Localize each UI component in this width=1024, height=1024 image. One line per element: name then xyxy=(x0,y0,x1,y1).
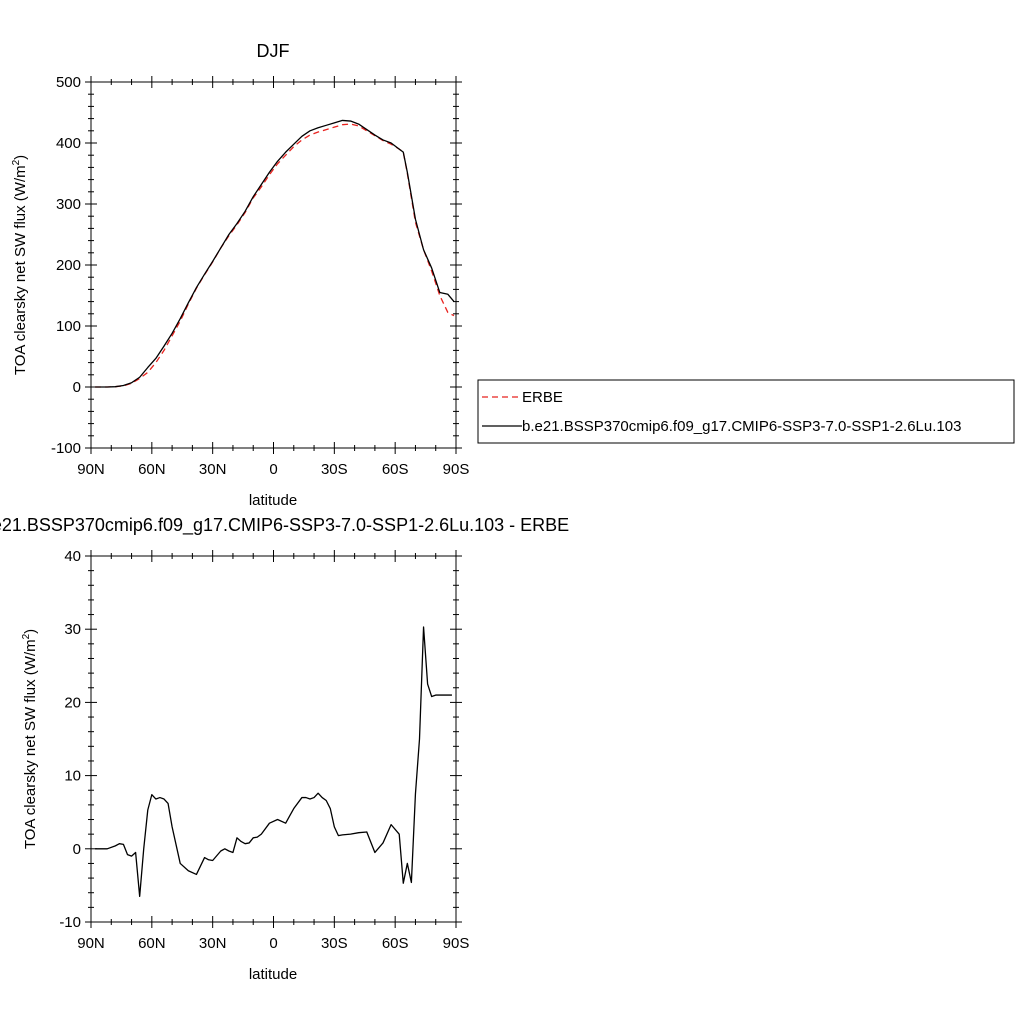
bottom-y-axis-label-sup: 2 xyxy=(21,633,32,639)
top-x-tick-label: 90N xyxy=(77,461,105,478)
bottom-y-tick-label: -10 xyxy=(59,914,81,931)
top-chart-title: DJF xyxy=(257,41,290,61)
legend-box xyxy=(477,379,1015,444)
top-ticks xyxy=(85,76,462,454)
top-x-axis-label: latitude xyxy=(249,492,297,509)
bottom-y-axis-label-close: ) xyxy=(22,629,39,634)
bottom-y-tick-label: 0 xyxy=(73,841,81,858)
top-x-tick-label: 0 xyxy=(269,461,277,478)
top-y-axis-label-main: TOA clearsky net SW flux (W/m xyxy=(12,165,29,375)
top-x-tick-label: 30S xyxy=(321,461,348,478)
top-y-tick-label: 200 xyxy=(56,257,81,274)
top-y-tick-labels: -100 0 100 200 300 400 500 xyxy=(51,74,81,457)
bottom-x-tick-label: 90N xyxy=(77,935,105,952)
top-plot-frame xyxy=(90,81,457,449)
bottom-series-line-0 xyxy=(95,626,452,898)
bottom-x-tick-label: 60N xyxy=(138,935,166,952)
top-x-tick-labels: 90N 60N 30N 0 30S 60S 90S xyxy=(77,461,469,478)
bottom-y-tick-label: 10 xyxy=(64,768,81,785)
bottom-x-tick-labels: 90N 60N 30N 0 30S 60S 90S xyxy=(77,935,469,952)
bottom-x-tick-label: 90S xyxy=(443,935,470,952)
top-series-line-0 xyxy=(95,123,455,388)
bottom-x-axis-label: latitude xyxy=(249,966,297,983)
bottom-y-axis-label-main: TOA clearsky net SW flux (W/m xyxy=(22,639,39,849)
bottom-x-tick-label: 0 xyxy=(269,935,277,952)
top-y-tick-label: -100 xyxy=(51,440,81,457)
top-x-tick-label: 30N xyxy=(199,461,227,478)
top-y-tick-label: 400 xyxy=(56,135,81,152)
top-x-tick-label: 60N xyxy=(138,461,166,478)
top-y-tick-label: 0 xyxy=(73,379,81,396)
legend-label-model: b.e21.BSSP370cmip6.f09_g17.CMIP6-SSP3-7.… xyxy=(522,418,961,435)
legend: ERBE b.e21.BSSP370cmip6.f09_g17.CMIP6-SS… xyxy=(477,379,1015,444)
bottom-plot-frame xyxy=(90,555,457,923)
top-y-axis-label: TOA clearsky net SW flux (W/m2) xyxy=(11,155,29,375)
bottom-y-tick-label: 30 xyxy=(64,621,81,638)
bottom-x-tick-label: 30N xyxy=(199,935,227,952)
bottom-chart-title: b.e21.BSSP370cmip6.f09_g17.CMIP6-SSP3-7.… xyxy=(0,515,569,536)
bottom-y-axis-label: TOA clearsky net SW flux (W/m2) xyxy=(21,629,39,849)
top-y-tick-label: 500 xyxy=(56,74,81,91)
bottom-y-tick-labels: -10 0 10 20 30 40 xyxy=(59,548,81,931)
bottom-y-tick-label: 40 xyxy=(64,548,81,565)
top-y-axis-label-close: ) xyxy=(12,155,29,160)
top-y-tick-label: 300 xyxy=(56,196,81,213)
legend-label-erbe: ERBE xyxy=(522,389,563,406)
bottom-series-lines xyxy=(95,626,452,898)
top-x-tick-label: 60S xyxy=(382,461,409,478)
bottom-y-tick-label: 20 xyxy=(64,694,81,711)
bottom-x-tick-label: 30S xyxy=(321,935,348,952)
top-series-lines xyxy=(95,119,455,388)
bottom-panel: b.e21.BSSP370cmip6.f09_g17.CMIP6-SSP3-7.… xyxy=(0,515,569,983)
top-panel: DJF 90N 60N 30N 0 30S 60S 90S -100 0 100 200 300 40… xyxy=(11,41,469,509)
top-y-tick-label: 100 xyxy=(56,318,81,335)
bottom-x-tick-label: 60S xyxy=(382,935,409,952)
top-y-axis-label-sup: 2 xyxy=(11,159,22,165)
top-series-line-1 xyxy=(95,119,455,388)
top-x-tick-label: 90S xyxy=(443,461,470,478)
